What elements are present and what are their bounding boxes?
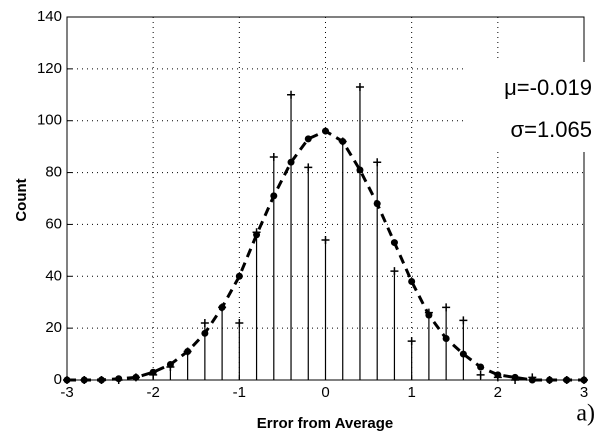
fit-point — [442, 335, 450, 343]
fit-point — [149, 368, 157, 376]
stem-marker — [459, 316, 468, 325]
stem-marker — [235, 318, 244, 327]
annotation: a) — [576, 401, 595, 427]
y-axis-label: Count — [13, 178, 30, 221]
y-tick-label: 60 — [45, 215, 62, 232]
stem-marker — [200, 318, 209, 327]
y-tick-label: 20 — [45, 319, 62, 336]
stem-marker — [304, 163, 313, 172]
y-tick-label: 120 — [37, 60, 62, 77]
fit-point — [356, 166, 364, 174]
x-tick-label: 1 — [407, 384, 415, 401]
fit-point — [132, 373, 140, 381]
fit-point — [390, 239, 398, 247]
fit-point — [459, 350, 467, 358]
fit-point — [322, 127, 329, 135]
fit-point — [528, 376, 536, 384]
fit-point — [494, 371, 502, 379]
y-tick-label: 0 — [54, 371, 62, 388]
fit-point — [97, 376, 105, 384]
y-tick-label: 140 — [37, 8, 62, 25]
y-tick-label: 80 — [45, 164, 62, 181]
fit-point — [511, 373, 519, 381]
fit-point — [115, 375, 123, 383]
fit-point — [253, 231, 261, 239]
x-tick-label: 3 — [580, 384, 588, 401]
stem-marker — [442, 303, 451, 312]
stem-marker — [476, 370, 485, 379]
fit-point — [477, 363, 485, 371]
x-tick-label: 0 — [321, 384, 329, 401]
annotation: μ=-0.019 — [504, 75, 592, 100]
stem-marker — [321, 235, 330, 244]
fit-point — [63, 376, 71, 384]
x-axis-label: Error from Average — [257, 415, 393, 432]
x-tick-label: -1 — [233, 384, 246, 401]
y-tick-label: 100 — [37, 112, 62, 129]
stem-marker — [407, 337, 416, 346]
fit-point — [201, 329, 209, 337]
fit-point — [425, 311, 433, 319]
x-tick-label: 2 — [494, 384, 502, 401]
fit-point — [546, 376, 554, 384]
fit-point — [218, 303, 226, 311]
fit-point — [580, 376, 588, 384]
stem-marker — [287, 90, 296, 99]
fit-point — [270, 192, 278, 200]
fit-point — [80, 376, 88, 384]
annotation: σ=1.065 — [511, 117, 592, 142]
stem-marker — [269, 153, 278, 162]
fit-point — [563, 376, 571, 384]
fit-point — [166, 360, 174, 368]
stem-marker — [355, 83, 364, 92]
fit-point — [339, 137, 347, 145]
y-tick-label: 40 — [45, 267, 62, 284]
stem-marker — [390, 267, 399, 276]
x-tick-label: -3 — [60, 384, 73, 401]
fit-point — [408, 277, 416, 285]
fit-point — [235, 272, 243, 280]
annotation-box — [466, 62, 597, 152]
stem-marker — [373, 158, 382, 167]
fit-point — [184, 347, 192, 355]
fit-point — [287, 158, 295, 166]
x-tick-label: -2 — [146, 384, 159, 401]
fit-point — [304, 135, 312, 143]
fit-point — [373, 200, 381, 208]
